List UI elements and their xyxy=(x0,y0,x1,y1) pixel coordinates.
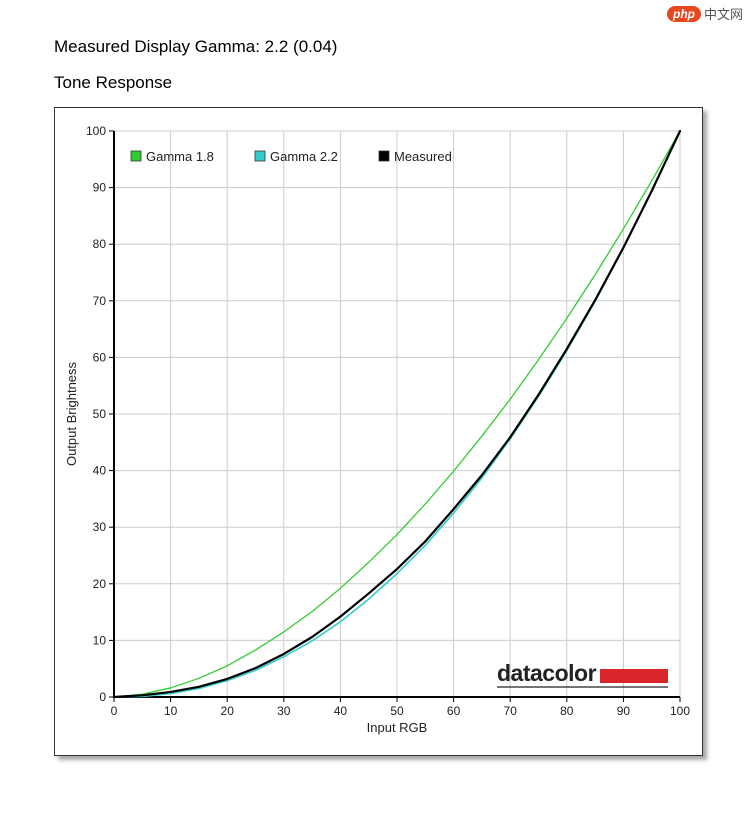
x-tick-label-80: 80 xyxy=(560,704,574,718)
tone-response-chart: 0 10 20 30 40 50 60 70 80 90 100 0 10 20 30 40 50 60 70 80 9… xyxy=(64,124,690,735)
x-tick-label-60: 60 xyxy=(447,704,461,718)
chart-section-title: Tone Response xyxy=(54,73,173,92)
watermark-text: 中文网 xyxy=(703,7,743,22)
y-tick-label-100: 100 xyxy=(86,124,106,138)
y-tick-label-10: 10 xyxy=(93,633,107,647)
x-tick-label-0: 0 xyxy=(111,704,118,718)
datacolor-logo-bar xyxy=(600,669,668,683)
y-tick-label-0: 0 xyxy=(99,690,106,704)
series-line-measured xyxy=(112,129,682,699)
legend-label-measured: Measured xyxy=(394,149,452,164)
x-tick-label-30: 30 xyxy=(277,704,291,718)
legend-swatch-measured xyxy=(378,150,390,162)
legend-swatch-gamma-2-2 xyxy=(254,150,266,162)
y-tick-label-50: 50 xyxy=(93,407,107,421)
y-tick-label-70: 70 xyxy=(93,294,107,308)
y-axis-title: Output Brightness xyxy=(64,361,79,466)
y-tick-label-40: 40 xyxy=(93,464,107,478)
x-tick-label-70: 70 xyxy=(504,704,518,718)
y-tick-label-30: 30 xyxy=(93,520,107,534)
legend-label-gamma-1-8: Gamma 1.8 xyxy=(146,149,214,164)
x-tick-label-40: 40 xyxy=(334,704,348,718)
legend-swatch-gamma-1-8 xyxy=(130,150,142,162)
x-tick-label-10: 10 xyxy=(164,704,178,718)
x-axis-title: Input RGB xyxy=(367,720,428,735)
x-tick-label-50: 50 xyxy=(390,704,404,718)
site-watermark: php 中文网 xyxy=(666,4,743,23)
y-tick-label-20: 20 xyxy=(93,577,107,591)
chart-panel: 0 10 20 30 40 50 60 70 80 90 100 0 10 20 30 40 50 60 70 80 9… xyxy=(54,107,703,756)
watermark-badge: php xyxy=(666,5,701,22)
datacolor-logo-text: datacolor xyxy=(497,660,597,686)
x-tick-label-90: 90 xyxy=(617,704,631,718)
series-line-gamma-1-8 xyxy=(113,130,681,698)
page-title: Measured Display Gamma: 2.2 (0.04) xyxy=(54,37,338,56)
x-tick-label-100: 100 xyxy=(670,704,690,718)
y-tick-label-90: 90 xyxy=(93,181,107,195)
legend-label-gamma-2-2: Gamma 2.2 xyxy=(270,149,338,164)
y-tick-label-80: 80 xyxy=(93,237,107,251)
y-tick-label-60: 60 xyxy=(93,350,107,364)
x-tick-label-20: 20 xyxy=(221,704,235,718)
